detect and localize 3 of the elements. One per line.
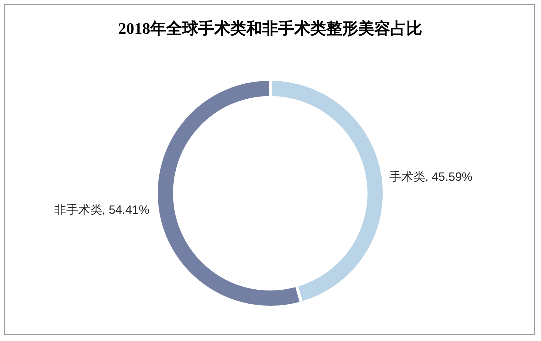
slice-label: 非手术类, 54.41% [54, 202, 150, 218]
chart-title: 2018年全球手术类和非手术类整形美容占比 [118, 19, 424, 40]
slice-label: 手术类, 45.59% [389, 168, 473, 185]
